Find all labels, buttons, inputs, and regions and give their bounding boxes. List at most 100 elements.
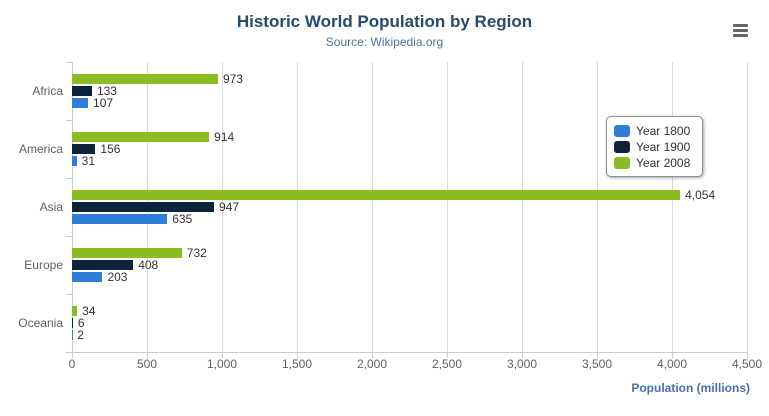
legend-label: Year 2008 — [636, 155, 691, 170]
grid-line — [222, 62, 223, 352]
category-label: Africa — [32, 84, 63, 98]
bar-data-label: 156 — [100, 142, 121, 156]
x-tick-label: 0 — [68, 357, 76, 371]
grid-line — [447, 62, 448, 352]
grid-line — [522, 62, 523, 352]
x-axis-line — [72, 352, 747, 353]
bar-year-2008[interactable] — [72, 306, 78, 316]
x-tick-label: 1,000 — [206, 357, 238, 371]
legend-label: Year 1900 — [636, 139, 691, 154]
bar-data-label: 732 — [186, 246, 207, 260]
bar-year-1900[interactable] — [72, 202, 215, 212]
grid-line — [747, 62, 748, 352]
bar-data-label: 408 — [138, 258, 159, 272]
x-tick-label: 3,000 — [506, 357, 538, 371]
bar-year-1800[interactable] — [72, 214, 168, 224]
chart-title: Historic World Population by Region — [236, 12, 533, 31]
x-tick-label: 3,500 — [581, 357, 613, 371]
bar-data-label: 107 — [93, 96, 114, 110]
bar-year-2008[interactable] — [72, 132, 210, 142]
bar-data-label: 973 — [222, 72, 243, 86]
y-axis-tick — [66, 178, 72, 179]
y-axis-tick — [66, 236, 72, 237]
y-axis-tick — [66, 352, 72, 353]
chart-subtitle: Source: Wikipedia.org — [325, 35, 444, 49]
category-label: Asia — [39, 200, 63, 214]
bar-line: 635 — [72, 213, 747, 225]
y-axis-tick — [66, 62, 72, 63]
bar-year-1900[interactable] — [72, 260, 134, 270]
grid-line — [297, 62, 298, 352]
bar-group-europe: Europe 732 408 203 — [24, 236, 747, 294]
grid-line — [372, 62, 373, 352]
bar-group-america: America 914 156 31 — [19, 120, 747, 178]
bar-year-1900[interactable] — [72, 318, 73, 328]
bar-line: 133 — [72, 84, 747, 98]
bar-line: 31 — [72, 154, 747, 168]
legend-item-year-2008[interactable]: Year 2008 — [614, 155, 690, 170]
bar-line: 203 — [72, 270, 747, 284]
bar-data-label: 2 — [77, 328, 84, 342]
x-tick-label: 500 — [136, 357, 158, 371]
bar-year-1900[interactable] — [72, 144, 96, 154]
y-axis-tick — [66, 120, 72, 121]
bar-year-2008[interactable] — [72, 74, 218, 84]
bar-data-label: 203 — [107, 270, 128, 284]
bar-line: 34 — [72, 305, 747, 317]
bar-data-label: 947 — [219, 200, 240, 214]
plot-area: Africa 973 133 107 America 914 156 31 Asia 4,054 9… — [18, 62, 748, 358]
bar-line: 973 — [72, 72, 747, 86]
bar-year-1800[interactable] — [72, 272, 103, 282]
category-label: Europe — [24, 258, 63, 272]
bars-block: 914 156 31 — [72, 130, 747, 168]
x-axis-tick — [597, 352, 598, 358]
bar-data-label: 6 — [77, 316, 85, 330]
y-axis-tick — [66, 294, 72, 295]
hamburger-menu-icon[interactable] — [733, 24, 748, 37]
x-tick-label: 2,500 — [431, 357, 463, 371]
bar-line: 6 — [72, 316, 747, 330]
x-axis-tick — [372, 352, 373, 358]
legend-swatch-icon — [614, 140, 630, 153]
bar-line: 732 — [72, 246, 747, 260]
x-axis-tick — [522, 352, 523, 358]
x-tick-label: 1,500 — [281, 357, 313, 371]
bar-line: 947 — [72, 200, 747, 214]
bar-group-asia: Asia 4,054 947 635 — [40, 178, 747, 236]
bar-year-2008[interactable] — [72, 248, 182, 258]
bar-data-label: 31 — [81, 154, 95, 168]
bar-data-label: 133 — [96, 84, 117, 98]
legend-label: Year 1800 — [636, 123, 691, 138]
category-label: Oceania — [18, 316, 63, 330]
legend-swatch-icon — [614, 156, 630, 169]
bar-data-label: 914 — [214, 130, 235, 144]
bar-year-2008[interactable] — [72, 190, 681, 200]
grid-line — [672, 62, 673, 352]
bar-line: 156 — [72, 142, 747, 156]
x-tick-label: 2,000 — [356, 357, 388, 371]
bar-group-oceania: Oceania 34 6 2 — [18, 294, 747, 352]
bar-line: 408 — [72, 258, 747, 272]
bars-block: 973 133 107 — [72, 72, 747, 110]
bars-block: 4,054 947 635 — [72, 189, 747, 225]
category-label: America — [18, 142, 63, 156]
bar-line: 914 — [72, 130, 747, 144]
bar-year-1800[interactable] — [72, 156, 77, 166]
bars-block: 34 6 2 — [72, 305, 747, 342]
bar-line: 107 — [72, 96, 747, 110]
legend-item-year-1900[interactable]: Year 1900 — [614, 139, 690, 154]
bar-year-1800[interactable] — [72, 98, 89, 108]
bar-year-1900[interactable] — [72, 86, 92, 96]
x-axis-tick-labels: 0 500 1,000 1,500 2,000 2,500 3,000 3,500 4,000 4… — [68, 357, 762, 373]
x-axis-tick — [72, 352, 73, 358]
x-axis-tick — [672, 352, 673, 358]
hamburger-bar — [733, 24, 748, 27]
bar-group-africa: Africa 973 133 107 — [32, 62, 747, 120]
legend-item-year-1800[interactable]: Year 1800 — [614, 123, 690, 138]
grid-line — [597, 62, 598, 352]
bars-block: 732 408 203 — [72, 246, 747, 284]
hamburger-bar — [733, 29, 748, 32]
legend-swatch-icon — [614, 124, 630, 137]
legend: Year 1800 Year 1900 Year 2008 — [606, 116, 704, 177]
